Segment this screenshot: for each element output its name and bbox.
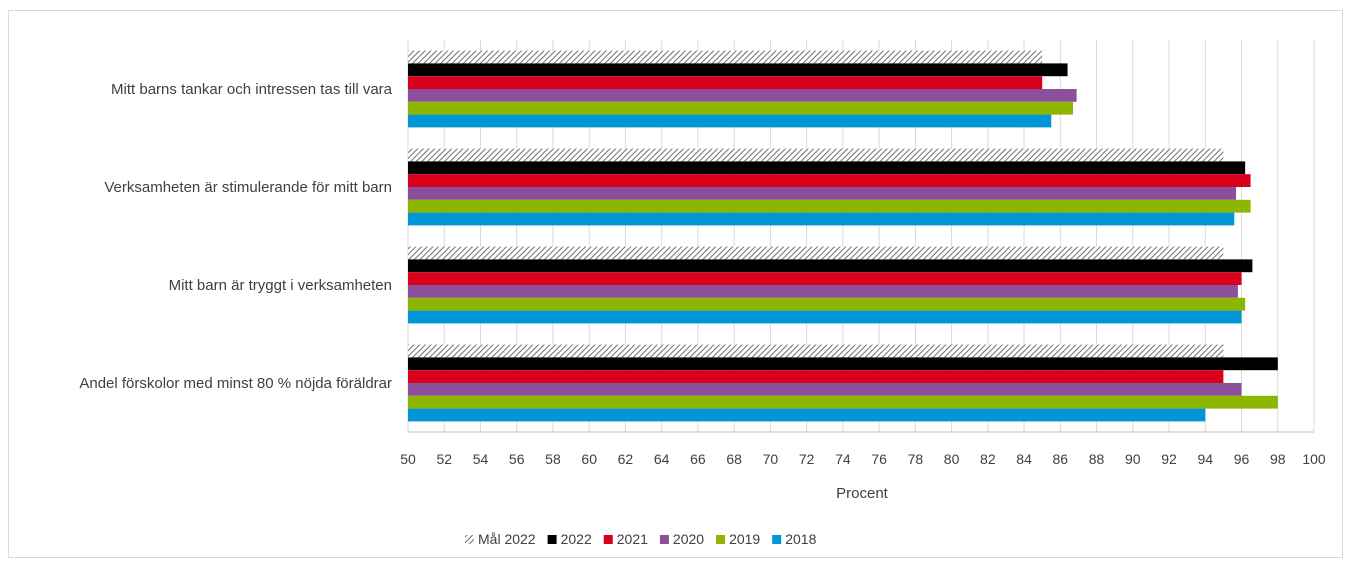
x-tick-label: 70 bbox=[763, 451, 779, 467]
bar-2022 bbox=[408, 357, 1278, 371]
legend-entry: 2020 bbox=[673, 531, 704, 547]
x-tick-label: 88 bbox=[1089, 451, 1105, 467]
chart-frame bbox=[8, 10, 1343, 558]
bar-2019 bbox=[408, 395, 1278, 409]
bar-2021 bbox=[408, 76, 1043, 89]
legend-swatch bbox=[603, 535, 613, 544]
x-tick-labels: 50 52 54 56 58 60 62 64 66 68 70 72 74 76 78 80 82 84 86 88… bbox=[400, 451, 1326, 467]
x-tick-label: 98 bbox=[1270, 451, 1286, 467]
bar-2018 bbox=[408, 212, 1235, 226]
category-label: Mitt barn är tryggt i verksamheten bbox=[169, 277, 392, 294]
x-tick-label: 96 bbox=[1234, 451, 1250, 467]
x-tick-label: 58 bbox=[545, 451, 561, 467]
x-tick-label: 60 bbox=[581, 451, 597, 467]
bar-2018 bbox=[408, 310, 1242, 324]
bar-mål-2022 bbox=[408, 344, 1224, 358]
legend-swatch bbox=[716, 535, 726, 544]
x-tick-label: 72 bbox=[799, 451, 815, 467]
bar-mål-2022 bbox=[408, 148, 1224, 162]
x-tick-label: 78 bbox=[908, 451, 924, 467]
x-tick-label: 76 bbox=[871, 451, 887, 467]
legend-entry: 2018 bbox=[785, 531, 816, 547]
bar-2020 bbox=[408, 187, 1237, 200]
bar-2019 bbox=[408, 199, 1251, 213]
x-tick-label: 52 bbox=[436, 451, 452, 467]
legend-entry: 2019 bbox=[729, 531, 760, 547]
x-axis-title: Procent bbox=[836, 485, 889, 502]
x-tick-label: 62 bbox=[618, 451, 634, 467]
x-tick-label: 100 bbox=[1302, 451, 1326, 467]
legend-swatch bbox=[465, 535, 474, 544]
x-tick-label: 84 bbox=[1016, 451, 1032, 467]
x-tick-label: 74 bbox=[835, 451, 851, 467]
bar-2020 bbox=[408, 285, 1238, 298]
bar-2019 bbox=[408, 297, 1246, 311]
legend-entry: Mål 2022 bbox=[478, 531, 536, 547]
x-tick-label: 94 bbox=[1197, 451, 1213, 467]
category-label: Verksamheten är stimulerande för mitt ba… bbox=[104, 179, 392, 196]
legend-entry: 2022 bbox=[561, 531, 592, 547]
x-tick-label: 68 bbox=[726, 451, 742, 467]
bar-2020 bbox=[408, 383, 1242, 396]
bar-2022 bbox=[408, 259, 1253, 273]
bar-2022 bbox=[408, 63, 1068, 77]
x-tick-label: 92 bbox=[1161, 451, 1177, 467]
x-tick-label: 64 bbox=[654, 451, 670, 467]
x-tick-label: 50 bbox=[400, 451, 416, 467]
x-tick-label: 54 bbox=[473, 451, 489, 467]
bar-mål-2022 bbox=[408, 50, 1043, 64]
legend-swatch bbox=[547, 535, 557, 544]
bar-2018 bbox=[408, 114, 1052, 128]
x-tick-label: 66 bbox=[690, 451, 706, 467]
bar-2021 bbox=[408, 272, 1242, 285]
x-tick-label: 86 bbox=[1053, 451, 1069, 467]
x-tick-label: 90 bbox=[1125, 451, 1141, 467]
bars bbox=[408, 50, 1278, 422]
x-tick-label: 56 bbox=[509, 451, 525, 467]
x-tick-label: 82 bbox=[980, 451, 996, 467]
bar-2020 bbox=[408, 89, 1077, 102]
bar-mål-2022 bbox=[408, 246, 1224, 260]
bar-2021 bbox=[408, 174, 1251, 187]
category-label: Andel förskolor med minst 80 % nöjda för… bbox=[79, 375, 392, 392]
bar-2019 bbox=[408, 101, 1074, 115]
bar-2021 bbox=[408, 370, 1224, 383]
bar-2018 bbox=[408, 408, 1206, 422]
x-tick-label: 80 bbox=[944, 451, 960, 467]
category-label: Mitt barns tankar och intressen tas till… bbox=[111, 81, 393, 98]
legend-entry: 2021 bbox=[617, 531, 648, 547]
legend-swatch bbox=[772, 535, 782, 544]
legend: Mål 2022 2022 2021 2020 2019 2018 bbox=[465, 531, 817, 547]
bar-2022 bbox=[408, 161, 1246, 175]
category-labels: Mitt barns tankar och intressen tas till… bbox=[79, 81, 392, 392]
legend-swatch bbox=[659, 535, 669, 544]
